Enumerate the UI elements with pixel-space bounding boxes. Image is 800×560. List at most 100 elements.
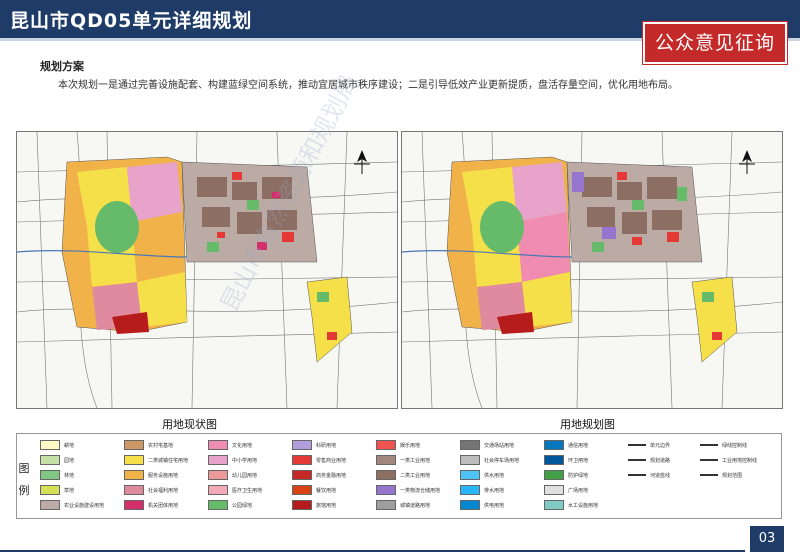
legend-swatch	[124, 485, 144, 495]
current-map-drawing	[17, 132, 397, 408]
legend-swatch	[208, 455, 228, 465]
page-number: 03	[750, 526, 784, 552]
legend-swatch	[376, 455, 396, 465]
legend-item-label: 二类工业用地	[400, 472, 431, 479]
legend-item-label: 防护绿地	[568, 472, 589, 479]
legend-item-label: 供电用地	[484, 502, 505, 509]
legend-item: 园地	[40, 454, 74, 466]
legend-item-label: 公园绿地	[232, 502, 253, 509]
legend-item: 广场用地	[544, 484, 588, 496]
legend-item-label: 旅馆用地	[316, 502, 337, 509]
legend-line-item: 单元边界	[628, 439, 670, 451]
plan-description: 本次规划一是通过完善设施配套、构建蓝绿空间系统，推动宜居城市秩序建设；二是引导低…	[58, 80, 678, 91]
legend-item-label: 科研用地	[316, 442, 337, 449]
legend-line-swatch	[700, 459, 718, 461]
legend-swatch	[208, 470, 228, 480]
legend-item: 餐饮用地	[292, 484, 336, 496]
legend-swatch	[292, 485, 312, 495]
legend-item: 服务设施用地	[124, 469, 178, 481]
legend-item: 水工设施用地	[544, 499, 598, 511]
legend-line-label: 规划道路	[650, 457, 671, 464]
legend-swatch	[376, 500, 396, 510]
page-title: 昆山市QD05单元详细规划	[10, 10, 253, 32]
legend-item-label: 服务设施用地	[148, 472, 179, 479]
legend-line-swatch	[628, 444, 646, 446]
legend-item-label: 中小学用地	[232, 457, 258, 464]
legend-item-label: 耕地	[64, 442, 75, 449]
legend-item-label: 医疗卫生用地	[232, 487, 263, 494]
north-arrow-icon	[354, 150, 370, 174]
legend-item: 中小学用地	[208, 454, 257, 466]
legend-item: 社会福利用地	[124, 484, 178, 496]
legend-swatch	[208, 440, 228, 450]
legend-swatch	[460, 470, 480, 480]
legend-line-item: 工业用地控制线	[700, 454, 757, 466]
legend-line-label: 绿线控制线	[722, 442, 748, 449]
legend-swatch	[544, 500, 564, 510]
legend-side-label: 图 例	[18, 458, 30, 502]
legend-item: 公园绿地	[208, 499, 252, 511]
legend-line-item: 绿线控制线	[700, 439, 747, 451]
legend-item: 零售商业用地	[292, 454, 346, 466]
legend-swatch	[208, 485, 228, 495]
legend-line-swatch	[628, 474, 646, 476]
legend-swatch	[40, 455, 60, 465]
header-stripe	[0, 38, 800, 41]
legend-item-label: 社会福利用地	[148, 487, 179, 494]
legend-item: 旅馆用地	[292, 499, 336, 511]
legend-swatch	[292, 455, 312, 465]
legend-item-label: 社会停车场用地	[484, 457, 520, 464]
legend-swatch	[460, 485, 480, 495]
legend-line-swatch	[628, 459, 646, 461]
current-map-caption: 用地现状图	[162, 418, 217, 431]
planned-map-drawing	[402, 132, 782, 408]
legend-item-label: 文化用地	[232, 442, 253, 449]
legend-item-label: 园地	[64, 457, 75, 464]
legend-item: 耕地	[40, 439, 74, 451]
legend-item: 农业设施建设用地	[40, 499, 104, 511]
legend-swatch	[460, 440, 480, 450]
legend-item: 娱乐用地	[376, 439, 420, 451]
legend-item-label: 水工设施用地	[568, 502, 599, 509]
legend-item-label: 供水用地	[484, 472, 505, 479]
legend-item: 草地	[40, 484, 74, 496]
legend-item-label: 零售商业用地	[316, 457, 347, 464]
planned-land-use-map	[401, 131, 783, 409]
legend-line-swatch	[700, 444, 718, 446]
legend-item: 通信用地	[544, 439, 588, 451]
legend-item-label: 商务金融用地	[316, 472, 347, 479]
legend-item: 文化用地	[208, 439, 252, 451]
legend-swatch	[40, 485, 60, 495]
legend-item-label: 环卫用地	[568, 457, 589, 464]
legend-swatch	[40, 470, 60, 480]
legend-item-label: 通信用地	[568, 442, 589, 449]
legend-swatch	[124, 455, 144, 465]
legend-swatch	[292, 500, 312, 510]
legend-swatch	[544, 485, 564, 495]
legend-item-label: 林地	[64, 472, 75, 479]
legend-item-label: 机关团体用地	[148, 502, 179, 509]
north-arrow-icon	[739, 150, 755, 174]
legend-line-label: 工业用地控制线	[722, 457, 758, 464]
legend-swatch	[376, 485, 396, 495]
legend-item: 一类物流仓储用地	[376, 484, 440, 496]
legend-item: 社会停车场用地	[460, 454, 519, 466]
legend-swatch	[292, 440, 312, 450]
legend-item: 幼儿园用地	[208, 469, 257, 481]
legend-item: 一类工业用地	[376, 454, 430, 466]
planned-map-caption: 用地规划图	[560, 418, 615, 431]
legend-item: 农村宅基地	[124, 439, 173, 451]
legend-item: 商务金融用地	[292, 469, 346, 481]
legend-swatch	[376, 440, 396, 450]
legend-line-label: 规划范围	[722, 472, 743, 479]
legend-item-label: 农业设施建设用地	[64, 502, 105, 509]
legend-label-bottom: 例	[18, 484, 30, 497]
legend-item-label: 农村宅基地	[148, 442, 174, 449]
legend-item-label: 草地	[64, 487, 75, 494]
section-title: 规划方案	[40, 60, 84, 73]
legend-item-label: 一类工业用地	[400, 457, 431, 464]
legend-item: 机关团体用地	[124, 499, 178, 511]
legend-line-swatch	[700, 474, 718, 476]
public-consultation-badge: 公众意见征询	[643, 22, 787, 64]
legend-label-top: 图	[18, 462, 30, 475]
